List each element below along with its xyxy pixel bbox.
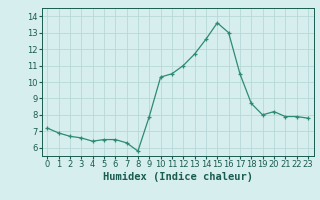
X-axis label: Humidex (Indice chaleur): Humidex (Indice chaleur)	[103, 172, 252, 182]
